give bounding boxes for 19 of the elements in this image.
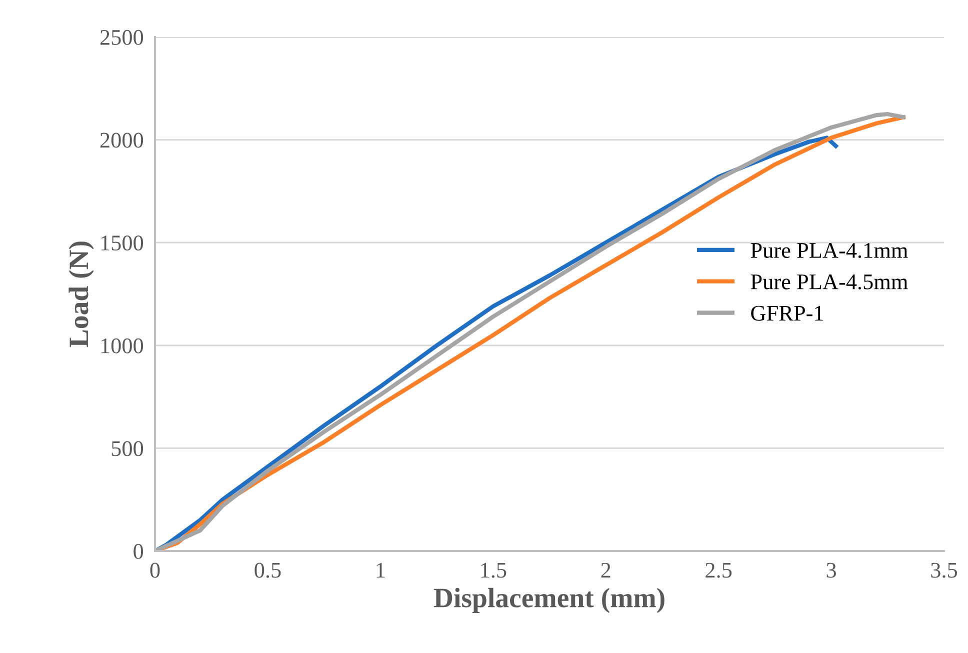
x-tick-label: 3.5 [931,562,958,578]
y-tick-label: 500 [112,441,144,456]
x-axis-title: Displacement (mm) [434,588,664,614]
x-tick-label: 2 [601,562,610,578]
x-tick-label: 1.5 [481,562,506,578]
y-tick-label: 2500 [100,30,144,45]
x-tick-label: 0 [150,562,160,578]
y-tick-label: 1500 [101,236,144,251]
legend-label: Pure PLA-4.1mm [750,243,908,258]
x-tick-label: 0.5 [254,562,281,578]
x-tick-label: 1 [376,562,385,578]
legend-label: Pure PLA-4.5mm [750,274,908,290]
y-tick-label: 2000 [100,132,144,148]
y-axis-title: Load (N) [68,242,94,348]
y-tick-label: 1000 [101,338,144,354]
x-tick-label: 2.5 [706,562,732,578]
x-tick-label: 3 [826,562,836,578]
y-tick-label: 0 [134,544,144,559]
legend-label: GFRP-1 [751,306,823,321]
